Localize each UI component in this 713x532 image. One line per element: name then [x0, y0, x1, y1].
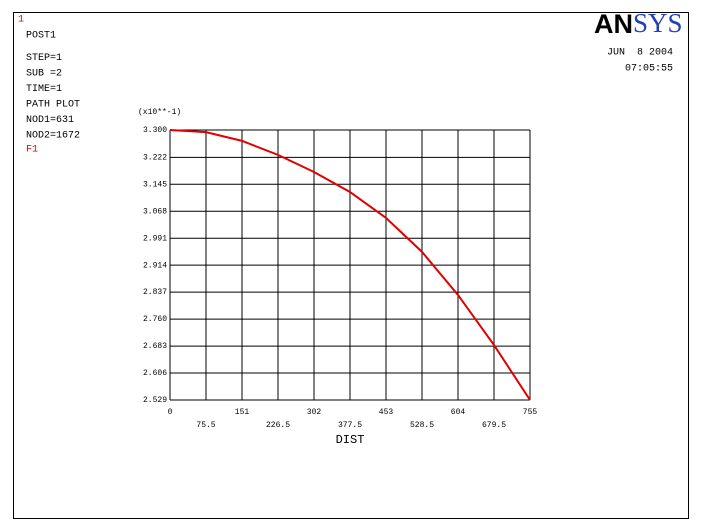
x-tick-label: 755	[523, 408, 538, 417]
y-tick-label: 3.145	[143, 180, 167, 189]
x-tick-label: 679.5	[482, 421, 506, 430]
x-tick-label: 528.5	[410, 421, 434, 430]
x-tick-label: 453	[379, 408, 394, 417]
x-tick-label: 377.5	[338, 421, 362, 430]
x-tick-label: 0	[168, 408, 173, 417]
data-line	[169, 129, 531, 401]
y-tick-label: 2.683	[143, 342, 167, 351]
info-line: SUB =2	[26, 69, 62, 80]
x-tick-label: 226.5	[266, 421, 290, 430]
y-tick-label: 2.914	[143, 261, 167, 270]
plot-number: 1	[18, 15, 24, 26]
y-tick-label: 2.837	[143, 288, 167, 297]
time: 07:05:55	[625, 64, 673, 75]
y-tick-label: 2.606	[143, 369, 167, 378]
y-tick-label: 2.760	[143, 315, 167, 324]
ansys-logo: ANSYS	[594, 8, 683, 39]
y-tick-label: 3.222	[143, 153, 167, 162]
info-line: TIME=1	[26, 84, 62, 95]
date: JUN 8 2004	[607, 48, 673, 59]
legend-label: F1	[26, 145, 38, 156]
y-tick-label: 2.991	[143, 234, 167, 243]
y-multiplier: (x10**-1)	[138, 108, 181, 117]
info-line: POST1	[26, 31, 56, 42]
x-tick-label: 604	[451, 408, 466, 417]
x-tick-label: 75.5	[196, 421, 215, 430]
info-line: STEP=1	[26, 53, 62, 64]
y-tick-label: 3.068	[143, 207, 167, 216]
info-line: NOD1=631	[26, 115, 74, 126]
info-line: PATH PLOT	[26, 100, 80, 111]
x-tick-label: 151	[235, 408, 250, 417]
y-tick-label: 3.300	[143, 126, 167, 135]
y-tick-label: 2.529	[143, 396, 167, 405]
x-axis-label: DIST	[336, 433, 365, 447]
x-tick-label: 302	[307, 408, 322, 417]
info-line: NOD2=1672	[26, 131, 80, 142]
